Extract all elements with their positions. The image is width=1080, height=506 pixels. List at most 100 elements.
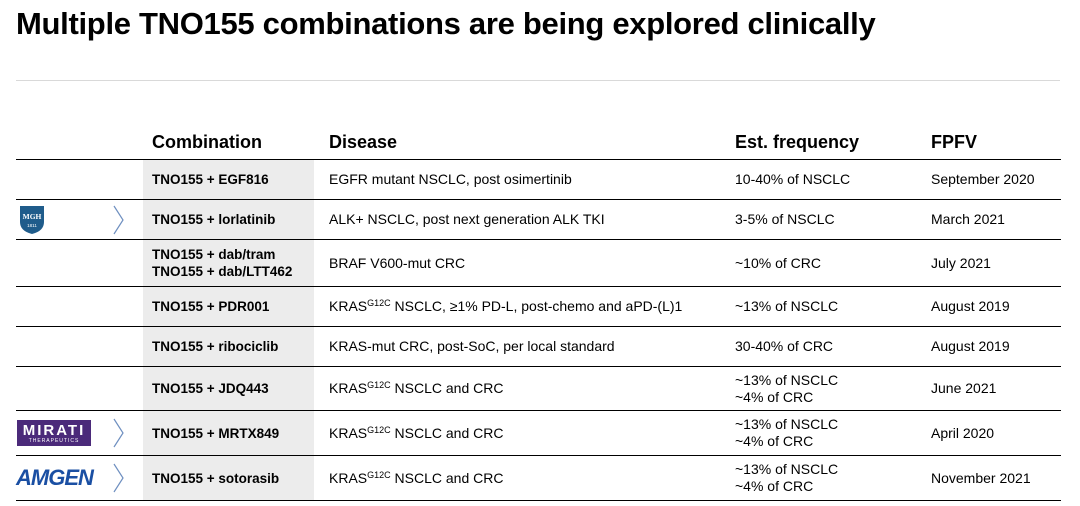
- disease-cell: KRASG12C NSCLC and CRC: [329, 456, 503, 500]
- disease-text: ALK+ NSCLC, post next generation ALK TKI: [329, 211, 605, 227]
- combination-cell: TNO155 + ribociclib: [152, 327, 278, 366]
- combination-name: TNO155 + PDR001: [152, 299, 270, 314]
- frequency-cell: 10-40% of NSCLC: [735, 160, 850, 199]
- fpfv-cell: July 2021: [931, 240, 991, 286]
- fpfv-date: April 2020: [931, 424, 995, 441]
- fpfv-cell: November 2021: [931, 456, 1031, 500]
- frequency-value-secondary: ~4% of CRC: [735, 478, 814, 494]
- table-row: TNO155 + dab/tram TNO155 + dab/LTT462 BR…: [16, 240, 1061, 287]
- combination-name: TNO155 + JDQ443: [152, 381, 269, 396]
- disease-text: KRASG12C NSCLC and CRC: [329, 469, 504, 486]
- disease-cell: BRAF V600-mut CRC: [329, 240, 465, 286]
- frequency-value: ~13% of NSCLC: [735, 298, 839, 314]
- combination-cell: TNO155 + JDQ443: [152, 367, 269, 410]
- table-header-row: Combination Disease Est. frequency FPFV: [16, 126, 1061, 160]
- combinations-table: Combination Disease Est. frequency FPFV …: [16, 126, 1061, 501]
- combination-name: TNO155 + EGF816: [152, 172, 269, 187]
- frequency-cell: ~13% of NSCLC ~4% of CRC: [735, 411, 838, 455]
- fpfv-date: September 2020: [931, 171, 1035, 187]
- combination-name: TNO155 + sotorasib: [152, 470, 280, 486]
- table-row: AMGEN TNO155 + sotorasib KRASG12C NSCLC …: [16, 456, 1061, 501]
- fpfv-date: March 2021: [931, 211, 1005, 227]
- mgh-logo: MGH 1811: [16, 200, 45, 239]
- mutation-superscript: G12C: [367, 298, 391, 308]
- fpfv-cell: June 2021: [931, 367, 996, 410]
- fpfv-date: July 2021: [931, 254, 991, 271]
- combination-cell: TNO155 + sotorasib: [152, 456, 279, 500]
- frequency-value-secondary: ~4% of CRC: [735, 388, 814, 405]
- frequency-cell: ~10% of CRC: [735, 240, 821, 286]
- fpfv-cell: August 2019: [931, 287, 1010, 326]
- combination-name-alt: TNO155 + dab/LTT462: [152, 264, 293, 279]
- disease-text: KRASG12C NSCLC and CRC: [329, 380, 504, 396]
- combination-cell-bg: [143, 287, 314, 326]
- combination-cell-bg: [143, 456, 314, 500]
- combination-name: TNO155 + ribociclib: [152, 339, 279, 354]
- fpfv-cell: September 2020: [931, 160, 1035, 199]
- page-title: Multiple TNO155 combinations are being e…: [16, 6, 876, 41]
- combination-cell: TNO155 + MRTX849: [152, 411, 279, 455]
- header-frequency: Est. frequency: [735, 132, 860, 152]
- mutation-superscript: G12C: [367, 380, 391, 390]
- combination-cell-bg: [143, 327, 314, 366]
- table-row: TNO155 + EGF816 EGFR mutant NSCLC, post …: [16, 160, 1061, 200]
- frequency-value: 30-40% of CRC: [735, 338, 834, 354]
- combination-cell: TNO155 + PDR001: [152, 287, 269, 326]
- chevron-right-icon: [113, 205, 124, 234]
- combination-cell: TNO155 + dab/tram TNO155 + dab/LTT462: [152, 240, 292, 286]
- frequency-cell: ~13% of NSCLC: [735, 287, 838, 326]
- disease-text: KRASG12C NSCLC and CRC: [329, 424, 504, 441]
- mirati-logo: MIRATI THERAPEUTICS: [16, 411, 91, 455]
- disease-text: EGFR mutant NSCLC, post osimertinib: [329, 171, 572, 187]
- combination-cell-bg: [143, 200, 314, 239]
- combination-cell-bg: [143, 367, 314, 410]
- frequency-value: ~13% of NSCLC: [735, 416, 839, 432]
- amgen-logo: AMGEN: [16, 465, 94, 490]
- frequency-cell: 3-5% of NSCLC: [735, 200, 835, 239]
- frequency-value: ~13% of NSCLC: [735, 461, 839, 477]
- disease-cell: KRASG12C NSCLC, ≥1% PD-L, post-chemo and…: [329, 287, 682, 326]
- combination-cell-bg: [143, 160, 314, 199]
- combination-name: TNO155 + dab/tram: [152, 247, 276, 262]
- frequency-cell: ~13% of NSCLC ~4% of CRC: [735, 367, 838, 410]
- disease-text: KRASG12C NSCLC, ≥1% PD-L, post-chemo and…: [329, 298, 683, 314]
- table-row: TNO155 + PDR001 KRASG12C NSCLC, ≥1% PD-L…: [16, 287, 1061, 327]
- frequency-value-secondary: ~4% of CRC: [735, 433, 814, 449]
- combination-name: TNO155 + MRTX849: [152, 425, 280, 441]
- combination-cell: TNO155 + lorlatinib: [152, 200, 275, 239]
- frequency-cell: 30-40% of CRC: [735, 327, 833, 366]
- chevron-right-icon: [113, 463, 124, 493]
- fpfv-cell: August 2019: [931, 327, 1010, 366]
- disease-cell: ALK+ NSCLC, post next generation ALK TKI: [329, 200, 605, 239]
- fpfv-date: June 2021: [931, 380, 997, 396]
- mutation-superscript: G12C: [367, 424, 391, 435]
- frequency-value: ~10% of CRC: [735, 254, 821, 271]
- mutation-superscript: G12C: [367, 469, 391, 480]
- header-fpfv: FPFV: [931, 132, 978, 152]
- header-disease: Disease: [329, 132, 398, 152]
- combination-cell-bg: [143, 411, 314, 455]
- mgh-shield-icon: MGH 1811: [20, 205, 44, 234]
- disease-cell: KRASG12C NSCLC and CRC: [329, 411, 503, 455]
- fpfv-date: November 2021: [931, 469, 1031, 486]
- fpfv-cell: April 2020: [931, 411, 994, 455]
- disease-cell: KRASG12C NSCLC and CRC: [329, 367, 503, 410]
- fpfv-date: August 2019: [931, 298, 1010, 314]
- disease-text: BRAF V600-mut CRC: [329, 254, 466, 271]
- chevron-right-icon: [113, 418, 124, 448]
- svg-text:1811: 1811: [27, 223, 37, 228]
- table-row: MIRATI THERAPEUTICS TNO155 + MRTX849 KRA…: [16, 411, 1061, 456]
- frequency-value: 10-40% of NSCLC: [735, 171, 851, 187]
- combination-cell-bg: [143, 240, 314, 286]
- frequency-value: ~13% of NSCLC: [735, 371, 839, 388]
- fpfv-date: August 2019: [931, 338, 1010, 354]
- table-row: TNO155 + ribociclib KRAS-mut CRC, post-S…: [16, 327, 1061, 367]
- table-row: TNO155 + JDQ443 KRASG12C NSCLC and CRC ~…: [16, 367, 1061, 411]
- header-combination: Combination: [152, 132, 262, 152]
- title-divider: [16, 80, 1060, 81]
- table-row: MGH 1811 TNO155 + lorlatinib ALK+ NSCLC,…: [16, 200, 1061, 240]
- fpfv-cell: March 2021: [931, 200, 1005, 239]
- frequency-cell: ~13% of NSCLC ~4% of CRC: [735, 456, 838, 500]
- disease-cell: KRAS-mut CRC, post-SoC, per local standa…: [329, 327, 615, 366]
- svg-text:MGH: MGH: [23, 212, 42, 221]
